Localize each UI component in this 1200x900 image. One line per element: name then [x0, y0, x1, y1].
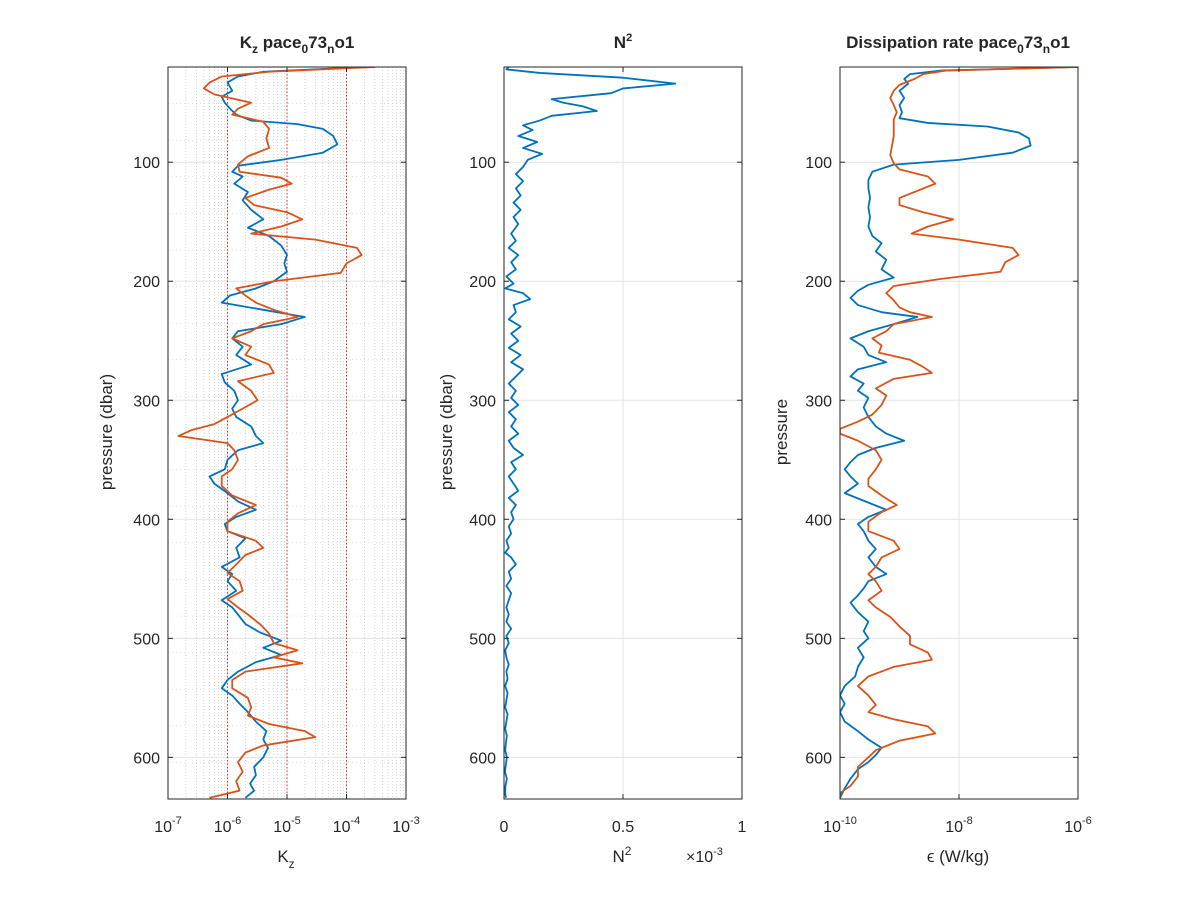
kz-y-tick-label: 300 — [133, 393, 160, 410]
kz-y-tick-label: 400 — [133, 512, 160, 529]
eps-y-tick-label: 500 — [805, 631, 832, 648]
eps-x-tick-label: 10-8 — [945, 815, 973, 836]
n2-y-label: pressure (dbar) — [437, 374, 456, 490]
n2-y-tick-label: 600 — [469, 750, 496, 767]
n2-y-tick-label: 100 — [469, 155, 496, 172]
eps-y-tick-label: 100 — [805, 155, 832, 172]
n2-y-tick-label: 200 — [469, 274, 496, 291]
eps-y-tick-label: 300 — [805, 393, 832, 410]
n2-y-tick-label: 300 — [469, 393, 496, 410]
eps-title: Dissipation rate pace073no1 — [846, 33, 1070, 56]
kz-x-label: Kz — [277, 847, 294, 871]
n2-title: N2 — [614, 32, 632, 52]
eps-x-label: ϵ (W/kg) — [927, 847, 989, 866]
kz-x-tick-label: 10-6 — [214, 815, 242, 836]
eps-y-tick-label: 600 — [805, 750, 832, 767]
kz-series-line-2 — [177, 67, 375, 799]
panel-dissipation: 10-10 10-8 10-6 100 200 300 400 500 600 Dissipat… — [772, 33, 1092, 866]
n2-series — [504, 67, 677, 798]
kz-y-tick-label: 200 — [133, 274, 160, 291]
kz-title: Kz pace073no1 — [240, 33, 355, 56]
eps-series-line-1 — [840, 67, 1078, 799]
n2-x-tick-label: 1 — [738, 819, 747, 836]
n2-y-tick-label: 400 — [469, 512, 496, 529]
kz-x-tick-label: 10-5 — [273, 815, 301, 836]
panel-n2: 0 0.5 1 100 200 300 400 500 600 N2 N2 ×10-3 pres… — [437, 32, 747, 866]
eps-y-tick-label: 200 — [805, 274, 832, 291]
n2-x-tick-label: 0 — [500, 819, 509, 836]
kz-y-label: pressure (dbar) — [97, 374, 116, 490]
n2-x-multiplier: ×10-3 — [686, 846, 723, 866]
kz-x-tick-label: 10-4 — [333, 815, 361, 836]
kz-y-tick-label: 100 — [133, 155, 160, 172]
panel-kz: 10-7 10-6 10-5 10-4 10-3 100 200 300 400 500 600 K… — [97, 33, 420, 871]
eps-y-tick-label: 400 — [805, 512, 832, 529]
n2-x-tick-label: 0.5 — [612, 819, 634, 836]
kz-x-tick-label: 10-3 — [392, 815, 420, 836]
kz-x-tick-label: 10-7 — [154, 815, 182, 836]
eps-ticks: 10-10 10-8 10-6 100 200 300 400 500 600 — [805, 67, 1092, 836]
eps-x-tick-label: 10-10 — [823, 815, 857, 836]
kz-y-tick-label: 500 — [133, 631, 160, 648]
eps-y-label: pressure — [772, 399, 791, 465]
n2-x-label: N2 — [613, 844, 632, 866]
kz-y-tick-label: 600 — [133, 750, 160, 767]
eps-series — [840, 67, 1078, 799]
kz-ticks: 10-7 10-6 10-5 10-4 10-3 100 200 300 400 500 600 — [133, 67, 420, 836]
kz-series — [177, 67, 375, 799]
eps-x-tick-label: 10-6 — [1064, 815, 1092, 836]
n2-ticks: 0 0.5 1 100 200 300 400 500 600 — [469, 67, 747, 836]
n2-series-line-1 — [504, 67, 677, 798]
eps-series-line-2 — [840, 67, 1078, 798]
kz-reference-lines — [227, 67, 347, 799]
n2-y-tick-label: 500 — [469, 631, 496, 648]
